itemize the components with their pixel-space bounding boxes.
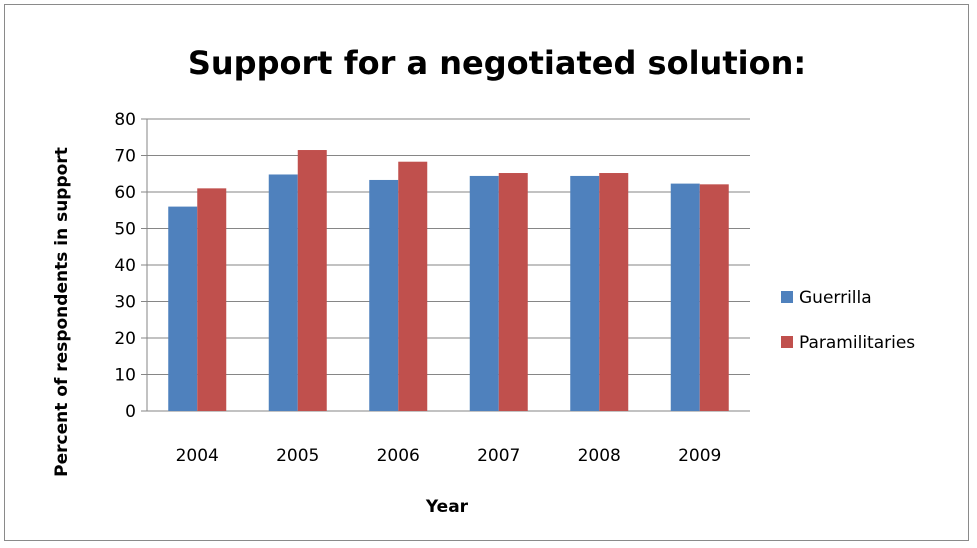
bar-chart: Support for a negotiated solution: 0 10 20… [52, 44, 915, 517]
y-tick-label: 50 [114, 220, 136, 240]
bar-guerrilla-2008 [570, 175, 600, 411]
x-tick-label: 2004 [176, 446, 219, 466]
legend-label-guerrilla: Guerrilla [799, 288, 872, 308]
x-tick-label: 2007 [477, 446, 520, 466]
legend-label-paramilitaries: Paramilitaries [799, 333, 915, 353]
x-tick-label: 2008 [578, 446, 621, 466]
x-tick-label: 2009 [678, 446, 721, 466]
legend: Guerrilla Paramilitaries [781, 288, 915, 353]
chart-frame: Support for a negotiated solution: 0 10 20… [4, 4, 969, 541]
y-tick-label: 60 [114, 183, 136, 203]
y-axis-title: Percent of respondents in support [52, 147, 72, 477]
y-tick-label: 20 [114, 329, 136, 349]
x-tick-label: 2006 [377, 446, 420, 466]
legend-swatch-paramilitaries [781, 336, 793, 348]
bar-paramilitaries-2006 [398, 161, 428, 411]
y-tick-label: 40 [114, 256, 136, 276]
bar-guerrilla-2006 [369, 179, 399, 411]
bar-guerrilla-2007 [469, 175, 499, 411]
x-tick-label: 2005 [276, 446, 319, 466]
bar-paramilitaries-2007 [498, 173, 528, 411]
y-tick-label: 80 [114, 110, 136, 130]
bar-guerrilla-2004 [168, 206, 198, 411]
y-tick-label: 70 [114, 147, 136, 167]
bar-guerrilla-2005 [268, 174, 298, 411]
bar-paramilitaries-2009 [699, 184, 729, 411]
bar-paramilitaries-2004 [197, 188, 227, 411]
y-tick-label: 0 [125, 402, 136, 422]
y-tick-label: 10 [114, 366, 136, 386]
chart-title: Support for a negotiated solution: [188, 44, 806, 82]
y-tick-labels: 0 10 20 30 40 50 60 70 80 [114, 110, 136, 422]
legend-swatch-guerrilla [781, 291, 793, 303]
bar-guerrilla-2009 [670, 183, 700, 411]
bars [168, 150, 729, 411]
y-tick-label: 30 [114, 293, 136, 313]
bar-paramilitaries-2005 [297, 150, 327, 411]
x-tick-labels: 2004 2005 2006 2007 2008 2009 [176, 446, 722, 466]
x-axis-title: Year [425, 497, 469, 517]
gridlines [141, 118, 750, 412]
bar-paramilitaries-2008 [599, 173, 629, 411]
